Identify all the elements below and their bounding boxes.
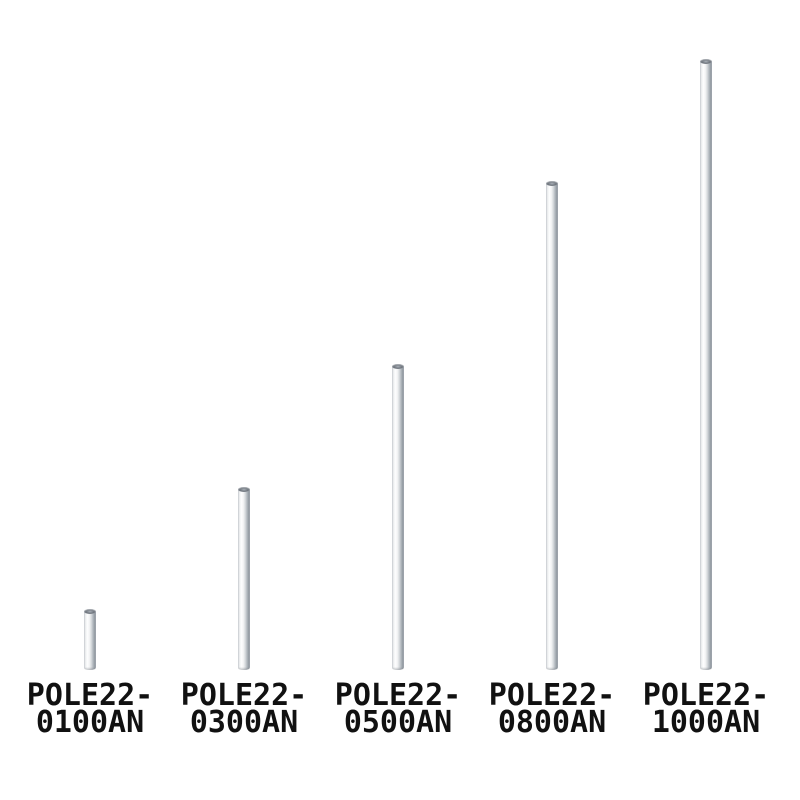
product-code-label: POLE22- 0500AN bbox=[334, 678, 462, 740]
product-code-line1: POLE22- bbox=[180, 678, 308, 713]
product-code-line1: POLE22- bbox=[488, 678, 616, 713]
product-code-line1: POLE22- bbox=[642, 678, 770, 713]
product-code-label: POLE22- 0800AN bbox=[488, 678, 616, 740]
pole-illustration bbox=[392, 364, 404, 670]
pole-column: POLE22- 0500AN bbox=[321, 0, 475, 740]
pole-lineup: POLE22- 0100AN POLE22- 0300AN POLE22- 05… bbox=[13, 0, 783, 740]
pole-column: POLE22- 1000AN bbox=[629, 0, 783, 740]
product-code-label: POLE22- 0100AN bbox=[26, 678, 154, 740]
pole-column: POLE22- 0800AN bbox=[475, 0, 629, 740]
pole-column: POLE22- 0100AN bbox=[13, 0, 167, 740]
pole-bottom-edge bbox=[546, 667, 558, 670]
pole-bottom-edge bbox=[392, 667, 404, 670]
pole-top-opening bbox=[238, 487, 250, 492]
product-code-line2: 0300AN bbox=[189, 705, 299, 740]
product-code-line2: 0500AN bbox=[343, 705, 453, 740]
pole-illustration bbox=[84, 609, 96, 670]
pole-illustration bbox=[238, 487, 250, 670]
product-code-label: POLE22- 1000AN bbox=[642, 678, 770, 740]
pole-top-opening bbox=[546, 181, 558, 186]
product-code-line1: POLE22- bbox=[334, 678, 462, 713]
pole-bottom-edge bbox=[700, 667, 712, 670]
pole-illustration bbox=[700, 59, 712, 670]
pole-top-opening bbox=[700, 59, 712, 64]
pole-illustration bbox=[546, 181, 558, 670]
pole-top-opening bbox=[84, 609, 96, 614]
pole-top-opening bbox=[392, 364, 404, 369]
product-code-line2: 1000AN bbox=[651, 705, 761, 740]
pole-bottom-edge bbox=[84, 667, 96, 670]
product-code-line2: 0800AN bbox=[497, 705, 607, 740]
pole-column: POLE22- 0300AN bbox=[167, 0, 321, 740]
product-code-label: POLE22- 0300AN bbox=[180, 678, 308, 740]
product-code-line2: 0100AN bbox=[35, 705, 145, 740]
pole-bottom-edge bbox=[238, 667, 250, 670]
product-code-line1: POLE22- bbox=[26, 678, 154, 713]
